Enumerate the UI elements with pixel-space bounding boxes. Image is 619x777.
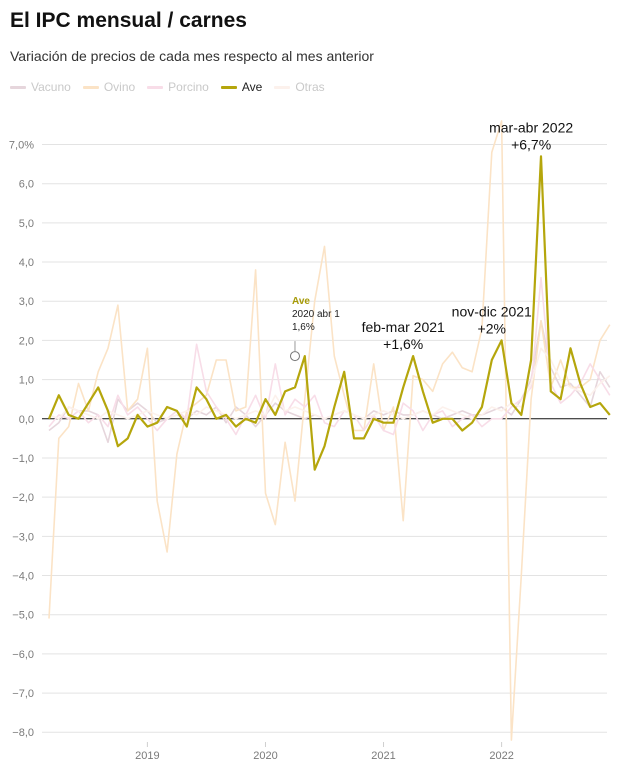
y-tick-label: −1,0 xyxy=(12,453,34,465)
chart-legend: Vacuno Ovino Porcino Ave Otras xyxy=(10,79,325,95)
legend-item-vacuno[interactable]: Vacuno xyxy=(10,79,71,95)
y-tick-label: −5,0 xyxy=(12,610,34,622)
y-tick-label: −7,0 xyxy=(12,688,34,700)
legend-label: Porcino xyxy=(168,80,209,94)
y-tick-label: 2,0 xyxy=(19,335,34,347)
legend-label: Otras xyxy=(295,80,325,94)
annotation-value: +2% xyxy=(478,320,506,336)
y-tick-label: −3,0 xyxy=(12,531,34,543)
legend-item-porcino[interactable]: Porcino xyxy=(147,79,209,95)
y-tick-label: 1,0 xyxy=(19,375,34,387)
y-tick-label: 6,0 xyxy=(19,179,34,191)
y-axis: 7,0% 6,0 5,0 4,0 3,0 2,0 1,0 0,0 −1,0 −2,0 −3,0 −4,… xyxy=(9,140,34,740)
annotation-label: feb-mar 2021 xyxy=(362,319,445,335)
y-tick-label: −2,0 xyxy=(12,492,34,504)
y-tick-label: 7,0% xyxy=(9,140,34,152)
tooltip-date: 2020 abr 1 xyxy=(292,309,340,320)
y-tick-label: 4,0 xyxy=(19,257,34,269)
tooltip-marker[interactable] xyxy=(289,351,300,362)
legend-item-ave[interactable]: Ave xyxy=(220,79,263,95)
legend-swatch xyxy=(220,85,237,89)
x-tick-label: 2020 xyxy=(253,750,277,762)
legend-label: Vacuno xyxy=(31,80,71,94)
legend-swatch xyxy=(147,85,164,89)
legend-swatch xyxy=(274,85,291,89)
legend-label: Ovino xyxy=(103,80,136,94)
legend-item-otras[interactable]: Otras xyxy=(274,79,325,95)
x-tick-label: 2021 xyxy=(371,750,395,762)
grid-lines xyxy=(42,144,607,733)
legend-swatch xyxy=(82,85,99,89)
hover-tooltip: Ave 2020 abr 1 1,6% xyxy=(289,296,340,362)
y-tick-label: −4,0 xyxy=(12,571,34,583)
annotation-label: mar-abr 2022 xyxy=(489,119,573,135)
tooltip-series: Ave xyxy=(292,296,310,307)
x-tick-label: 2019 xyxy=(135,750,159,762)
y-tick-label: 5,0 xyxy=(19,218,34,230)
series-lines xyxy=(47,120,611,741)
chart-subtitle: Variación de precios de cada mes respect… xyxy=(10,48,374,64)
y-tick-label: −6,0 xyxy=(12,649,34,661)
y-tick-label: 3,0 xyxy=(19,296,34,308)
chart-title: El IPC mensual / carnes xyxy=(10,9,247,32)
annotation-label: nov-dic 2021 xyxy=(452,303,532,319)
legend-item-ovino[interactable]: Ovino xyxy=(82,79,136,95)
y-tick-label: −8,0 xyxy=(12,727,34,739)
legend-swatch xyxy=(10,85,26,89)
series-line-otras[interactable] xyxy=(48,347,611,420)
series-line-ovino[interactable] xyxy=(48,120,611,741)
annotation-value: +6,7% xyxy=(511,136,551,152)
x-axis: 2019 2020 2021 2022 xyxy=(135,742,514,762)
tooltip-value: 1,6% xyxy=(292,322,315,333)
x-tick-label: 2022 xyxy=(489,750,513,762)
y-tick-label: 0,0 xyxy=(19,414,34,426)
series-line-ave[interactable] xyxy=(47,155,611,471)
annotation-value: +1,6% xyxy=(383,336,423,352)
annotations: feb-mar 2021+1,6% nov-dic 2021+2% mar-abr … xyxy=(362,119,574,352)
legend-label: Ave xyxy=(241,80,263,94)
